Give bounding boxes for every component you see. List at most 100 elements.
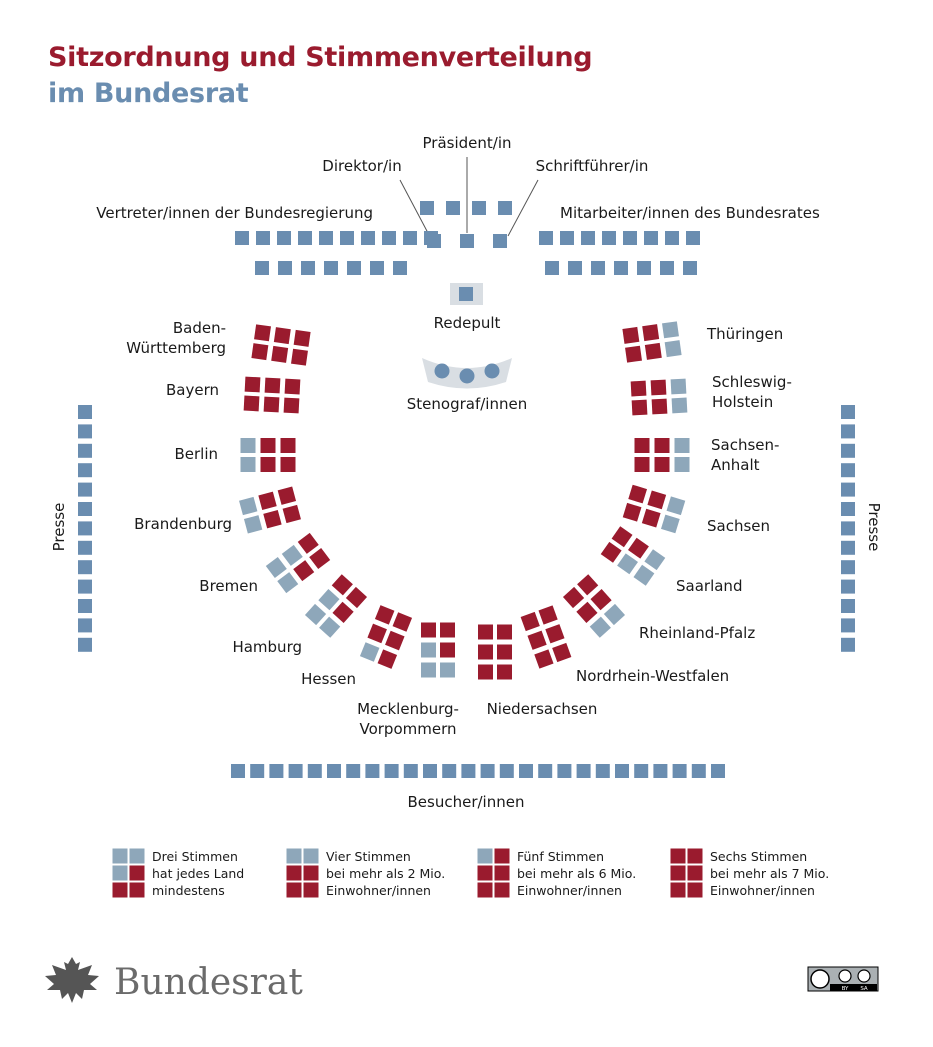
press-seat — [841, 618, 855, 633]
visitor-seat — [480, 764, 495, 778]
visitor-seating: Besucher/innen — [231, 764, 725, 811]
presidium-seat — [420, 201, 434, 215]
state-seat — [385, 630, 405, 651]
state-seat — [666, 496, 686, 516]
legend-text: hat jedes Land — [152, 866, 244, 881]
lectern-seat — [459, 287, 473, 301]
press-seat — [841, 540, 855, 555]
government-seat — [370, 261, 384, 275]
press-seat — [841, 482, 855, 497]
visitor-seat — [461, 764, 476, 778]
front-seating: Präsident/in Direktor/in Schriftführer/in V… — [96, 134, 820, 413]
state-seat — [641, 508, 661, 528]
state-berlin: Berlin — [174, 438, 296, 472]
state-seat — [263, 396, 280, 413]
legend-seat — [687, 882, 703, 898]
label-stenographers: Stenograf/innen — [407, 395, 527, 413]
government-seat — [424, 231, 438, 245]
press-seat — [841, 463, 855, 478]
chart-title: Sitzordnung und Stimmenverteilung im Bun… — [48, 40, 593, 112]
state-seat — [260, 457, 276, 472]
stenographer-seat — [484, 363, 500, 379]
federal-eagle-icon — [45, 957, 99, 1003]
state-seat — [263, 509, 282, 529]
visitor-seat — [557, 764, 572, 778]
pointer-line — [399, 179, 429, 234]
state-seat — [644, 549, 666, 571]
state-seat — [590, 589, 612, 611]
government-seat — [361, 231, 375, 245]
state-seat — [277, 486, 297, 505]
state-seat — [280, 457, 296, 472]
presidium-seat — [446, 201, 460, 215]
government-seat — [255, 261, 269, 275]
state-seat — [644, 342, 662, 360]
state-seat — [273, 327, 291, 345]
legend-seat — [303, 848, 319, 864]
staff-seat — [644, 231, 658, 245]
visitor-seat — [384, 764, 399, 778]
state-seat — [651, 398, 668, 415]
staff-seat — [568, 261, 582, 275]
legend-seat — [687, 865, 703, 881]
state-seat — [359, 642, 380, 662]
state-seat — [318, 589, 340, 611]
state-bayern: Bayern — [166, 376, 301, 414]
government-seat — [319, 231, 333, 245]
state-seat — [282, 504, 301, 524]
label-government: Vertreter/innen der Bundesregierung — [96, 204, 373, 222]
legend-seat — [303, 882, 319, 898]
state-seat — [304, 603, 327, 626]
staff-seat — [602, 231, 616, 245]
state-seat — [664, 340, 682, 358]
visitor-seat — [576, 764, 591, 778]
legend-seat — [477, 882, 493, 898]
presidium-seat — [472, 201, 486, 215]
state-seat — [239, 496, 258, 516]
government-seat — [301, 261, 315, 275]
state-seat — [628, 537, 649, 559]
visitor-seat — [595, 764, 610, 778]
label-president: Präsident/in — [423, 134, 512, 152]
state-brandenburg: Brandenburg — [134, 486, 301, 534]
label-director: Direktor/in — [322, 157, 401, 175]
state-seat — [562, 586, 585, 609]
press-seat — [841, 502, 855, 516]
state-label: Mecklenburg- — [357, 700, 459, 718]
state-seat — [291, 348, 308, 366]
visitor-seat — [519, 764, 533, 778]
state-seat — [538, 605, 558, 625]
state-seat — [421, 642, 436, 658]
legend-seat — [494, 848, 510, 864]
state-hamburg: Hamburg — [232, 574, 368, 656]
press-seat — [78, 618, 92, 633]
state-seat — [265, 556, 287, 578]
visitor-seat — [327, 764, 341, 778]
state-seat — [243, 515, 263, 534]
title-line-1: Sitzordnung und Stimmenverteilung — [48, 42, 593, 73]
state-seat — [625, 345, 642, 363]
government-seat — [393, 261, 407, 275]
government-seat — [382, 231, 396, 245]
staff-seat — [683, 261, 697, 275]
press-seat — [78, 579, 92, 594]
logo-text: Bundesrat — [114, 962, 303, 1003]
legend-seat — [303, 865, 319, 881]
state-seat — [271, 345, 289, 363]
state-seat — [374, 605, 395, 625]
staff-seat — [665, 231, 679, 245]
staff-seat — [614, 261, 628, 275]
state-nordrhein-westfalen: Nordrhein-Westfalen — [520, 605, 729, 685]
state-seat — [332, 601, 354, 623]
visitor-seat — [288, 764, 303, 778]
visitor-seat — [365, 764, 380, 778]
label-lectern: Redepult — [434, 314, 501, 332]
state-seat — [345, 586, 368, 609]
state-seat — [671, 397, 688, 414]
state-rheinland-pfalz: Rheinland-Pfalz — [562, 574, 755, 642]
state-seat — [478, 664, 493, 680]
state-label: Rheinland-Pfalz — [639, 624, 755, 642]
press-seat — [78, 637, 92, 652]
state-seat — [600, 541, 622, 563]
